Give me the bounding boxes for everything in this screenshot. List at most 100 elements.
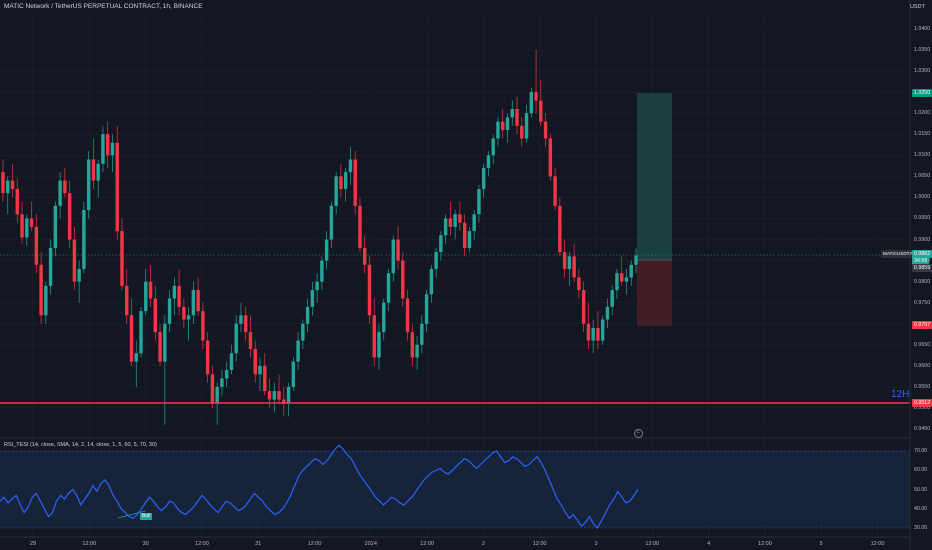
candle xyxy=(410,323,415,366)
candle xyxy=(115,125,119,240)
symbol-title[interactable]: MATIC Network / TetherUS PERPETUAL CONTR… xyxy=(4,3,203,10)
candle xyxy=(600,315,605,345)
rsi-tick: 60.00 xyxy=(914,467,928,474)
candle-body xyxy=(629,264,633,278)
candle xyxy=(296,332,300,371)
currency-badge[interactable]: USDT xyxy=(910,4,925,10)
candle xyxy=(577,269,581,299)
rsi-title[interactable]: RSI_TESI (14, close, SMA, 14, 2, 14, clo… xyxy=(4,442,157,448)
candle-body xyxy=(96,163,100,181)
candle xyxy=(458,201,462,232)
candle-body xyxy=(320,260,324,282)
candle xyxy=(229,344,234,375)
candle xyxy=(258,357,262,392)
candle xyxy=(548,134,553,181)
candle-body xyxy=(491,138,495,156)
candle xyxy=(567,252,572,286)
time-tick: 5 xyxy=(819,541,823,547)
candle-body xyxy=(220,378,224,387)
candle xyxy=(453,210,457,240)
price-tick: 0.9600 xyxy=(914,362,931,369)
candle-body xyxy=(596,327,600,341)
candle-body xyxy=(620,273,624,282)
candle xyxy=(82,201,86,274)
candle xyxy=(29,201,34,232)
time-tick: 12:00 xyxy=(195,541,209,547)
rsi-divergence-line xyxy=(117,510,146,519)
candle-body xyxy=(634,255,638,265)
candle-body xyxy=(405,298,410,333)
rsi-tick: 50.00 xyxy=(914,486,928,493)
target-price-label: 1.0250 xyxy=(912,89,932,97)
price-tick: 1.0050 xyxy=(914,173,931,180)
candle xyxy=(467,226,472,253)
candle xyxy=(562,239,567,278)
candle xyxy=(6,176,10,215)
candle xyxy=(244,306,248,341)
entry-price-label: 0.9859 xyxy=(912,264,932,272)
flag-icon[interactable]: F xyxy=(634,429,643,438)
candle-body xyxy=(600,319,605,341)
candle xyxy=(72,226,77,291)
candle xyxy=(148,264,153,307)
candle-body xyxy=(539,100,543,122)
target-zone xyxy=(637,93,672,260)
candle-body xyxy=(172,285,177,299)
candle xyxy=(434,247,438,278)
candle-body xyxy=(329,205,334,240)
time-tick: 3 xyxy=(594,541,598,547)
support-price-label: 0.9512 xyxy=(912,399,932,407)
candle xyxy=(553,167,557,211)
candle xyxy=(91,138,96,189)
candle-body xyxy=(448,218,453,227)
price-tick: 0.9800 xyxy=(914,278,931,285)
candle-body xyxy=(515,109,519,126)
candle xyxy=(234,315,238,362)
candle-body xyxy=(91,159,96,181)
candle-body xyxy=(553,176,557,206)
countdown-label: 34:58 xyxy=(912,257,930,265)
price-tick: 0.9950 xyxy=(914,215,931,222)
candle xyxy=(10,163,15,198)
candle xyxy=(539,79,543,126)
candle-body xyxy=(534,92,538,101)
candle xyxy=(177,269,181,316)
candle-body xyxy=(496,121,500,139)
candle-body xyxy=(605,306,610,320)
candle-body xyxy=(224,370,229,379)
candle-body xyxy=(577,277,581,291)
candle-body xyxy=(505,117,510,131)
timeframe-tag: 12H xyxy=(891,389,910,400)
candle xyxy=(586,302,591,349)
candle-body xyxy=(548,138,553,177)
price-tick: 1.0350 xyxy=(914,47,931,54)
candle xyxy=(277,374,281,404)
candle-body xyxy=(20,214,24,238)
candle xyxy=(605,298,610,328)
candle-body xyxy=(510,109,514,118)
candle-body xyxy=(248,332,253,349)
candle-body xyxy=(58,180,62,206)
candle xyxy=(320,256,324,291)
candle xyxy=(505,113,510,143)
time-tick: 12:00 xyxy=(758,541,772,547)
candle xyxy=(186,306,191,341)
rsi-tick: 40.00 xyxy=(914,505,928,512)
candle-body xyxy=(239,315,243,324)
candle xyxy=(15,178,19,223)
candle-body xyxy=(44,285,48,316)
stop-zone xyxy=(637,260,672,326)
candle-body xyxy=(477,189,481,215)
candle xyxy=(253,340,257,383)
candle xyxy=(358,197,362,253)
time-tick: 30 xyxy=(142,541,149,547)
candle xyxy=(210,365,215,408)
candle-body xyxy=(101,134,105,164)
candle xyxy=(439,231,443,261)
candle-body xyxy=(139,311,143,354)
candle xyxy=(129,298,134,366)
time-tick: 12:00 xyxy=(82,541,97,547)
candle xyxy=(139,306,143,358)
candle-body xyxy=(434,252,438,269)
